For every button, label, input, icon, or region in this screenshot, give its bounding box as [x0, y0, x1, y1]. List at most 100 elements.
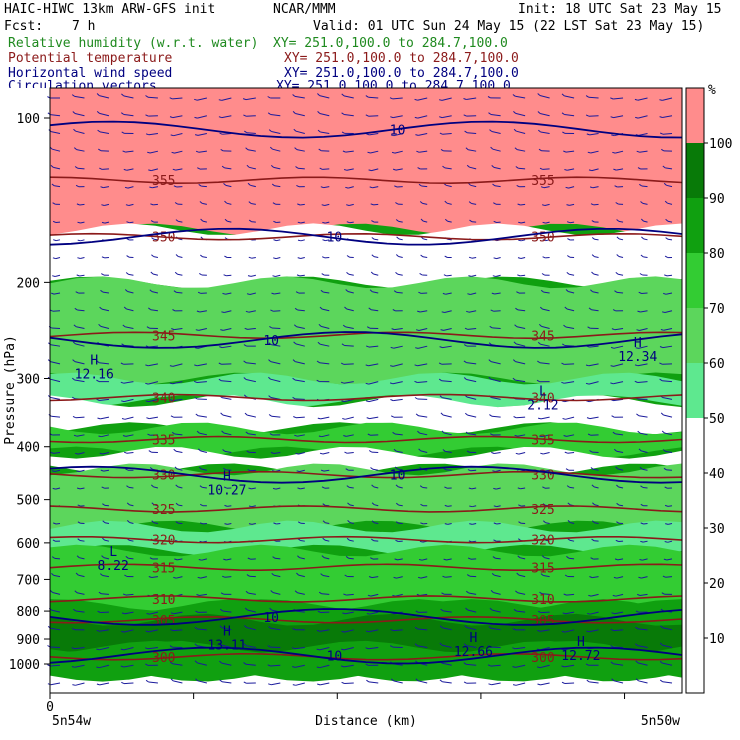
circulation-vector-head — [418, 291, 422, 294]
circulation-vector-head — [169, 382, 173, 385]
circulation-vector — [397, 558, 403, 561]
circulation-vector — [296, 326, 305, 329]
circulation-vector-head — [490, 590, 494, 593]
circulation-vector — [469, 166, 477, 170]
circulation-vector — [592, 291, 599, 294]
circulation-vector — [76, 326, 85, 329]
circulation-vector — [373, 256, 379, 259]
circulation-vector-head — [395, 539, 399, 542]
circulation-vector — [593, 203, 599, 206]
circulation-vector — [50, 114, 61, 117]
circulation-vector-head — [120, 381, 124, 384]
circulation-vector — [319, 95, 330, 99]
circulation-vector — [490, 361, 501, 365]
circulation-vector — [446, 274, 452, 277]
circulation-vector-head — [121, 400, 125, 403]
circulation-vector — [662, 345, 673, 349]
circulation-vector-head — [637, 430, 641, 434]
circulation-vector-head — [291, 647, 296, 650]
circulation-vector — [198, 415, 207, 418]
theta-label-325: 325 — [531, 503, 554, 518]
circulation-vector — [99, 95, 110, 99]
circulation-vector — [666, 184, 673, 188]
circulation-vector — [422, 202, 428, 205]
circulation-vector-head — [172, 168, 176, 171]
circulation-vector-head — [223, 183, 227, 186]
circulation-vector — [418, 327, 428, 331]
circulation-vector — [344, 682, 354, 684]
circulation-vector — [273, 452, 281, 454]
circulation-vector-head — [121, 93, 125, 97]
circulation-vector — [466, 663, 477, 666]
circulation-vector-head — [147, 151, 151, 154]
circulation-vector-head — [389, 645, 394, 648]
circulation-vector-head — [343, 169, 348, 171]
circulation-vector — [251, 487, 256, 490]
circulation-vector-head — [126, 221, 130, 224]
circulation-vector-head — [567, 520, 571, 523]
circulation-vector-head — [438, 99, 443, 101]
circulation-vector-head — [419, 485, 423, 488]
circulation-vector-head — [199, 254, 203, 258]
circulation-vector — [539, 113, 550, 117]
circulation-vector-head — [150, 484, 154, 488]
circulation-vector-head — [611, 612, 615, 615]
circulation-vector-head — [316, 629, 321, 632]
wind-speed-label: 10 — [263, 334, 279, 349]
circulation-vector-head — [293, 341, 297, 345]
theta-label-300: 300 — [152, 651, 175, 666]
theta-label-340: 340 — [152, 391, 175, 406]
circulation-vector — [101, 308, 110, 312]
circulation-vector — [515, 112, 526, 117]
circulation-vector — [300, 257, 305, 259]
circulation-vector — [172, 115, 183, 119]
circulation-vector-head — [248, 523, 253, 525]
circulation-vector-head — [51, 556, 55, 559]
circulation-vector — [368, 398, 379, 403]
extremum-kind: H — [470, 631, 478, 646]
circulation-vector — [418, 415, 428, 418]
circulation-vector-head — [591, 538, 595, 542]
circulation-vector-head — [52, 220, 57, 223]
circulation-vector — [297, 592, 305, 595]
circulation-vector — [613, 97, 624, 100]
circulation-vector — [517, 592, 526, 595]
circulation-vector — [126, 168, 134, 171]
circulation-vector — [371, 309, 379, 312]
circulation-vector-head — [664, 255, 668, 259]
circulation-vector-head — [365, 630, 370, 633]
circulation-vector — [519, 557, 526, 560]
circulation-vector-head — [517, 203, 521, 206]
circulation-vector-head — [317, 93, 320, 96]
circulation-vector-head — [340, 381, 345, 384]
colorbar-bin — [686, 88, 704, 143]
circulation-vector — [397, 273, 403, 276]
circulation-vector-head — [293, 324, 297, 328]
circulation-vector — [221, 380, 232, 383]
theta-label-305: 305 — [531, 614, 554, 629]
circulation-vector — [319, 362, 330, 365]
circulation-vector-head — [74, 166, 78, 169]
circulation-vector — [444, 167, 452, 170]
circulation-vector — [592, 186, 599, 189]
circulation-vector — [100, 416, 110, 420]
circulation-vector-head — [297, 555, 300, 559]
circulation-vector-head — [243, 643, 247, 646]
circulation-vector-head — [347, 502, 351, 506]
circulation-vector — [543, 575, 550, 578]
circulation-vector — [271, 415, 281, 418]
circulation-vector — [104, 539, 110, 542]
circulation-vector — [300, 203, 305, 206]
circulation-vector-head — [196, 430, 200, 434]
circulation-vector — [566, 308, 575, 312]
circulation-vector — [273, 166, 281, 170]
circulation-vector-head — [50, 590, 53, 593]
extremum-value: 12.72 — [561, 649, 600, 664]
circulation-vector-head — [463, 681, 467, 684]
circulation-vector-head — [641, 236, 644, 240]
circulation-vector-head — [123, 451, 128, 454]
circulation-vector — [441, 380, 452, 383]
circulation-vector-head — [590, 557, 594, 560]
circulation-vector — [667, 202, 673, 205]
circulation-vector — [517, 434, 526, 437]
